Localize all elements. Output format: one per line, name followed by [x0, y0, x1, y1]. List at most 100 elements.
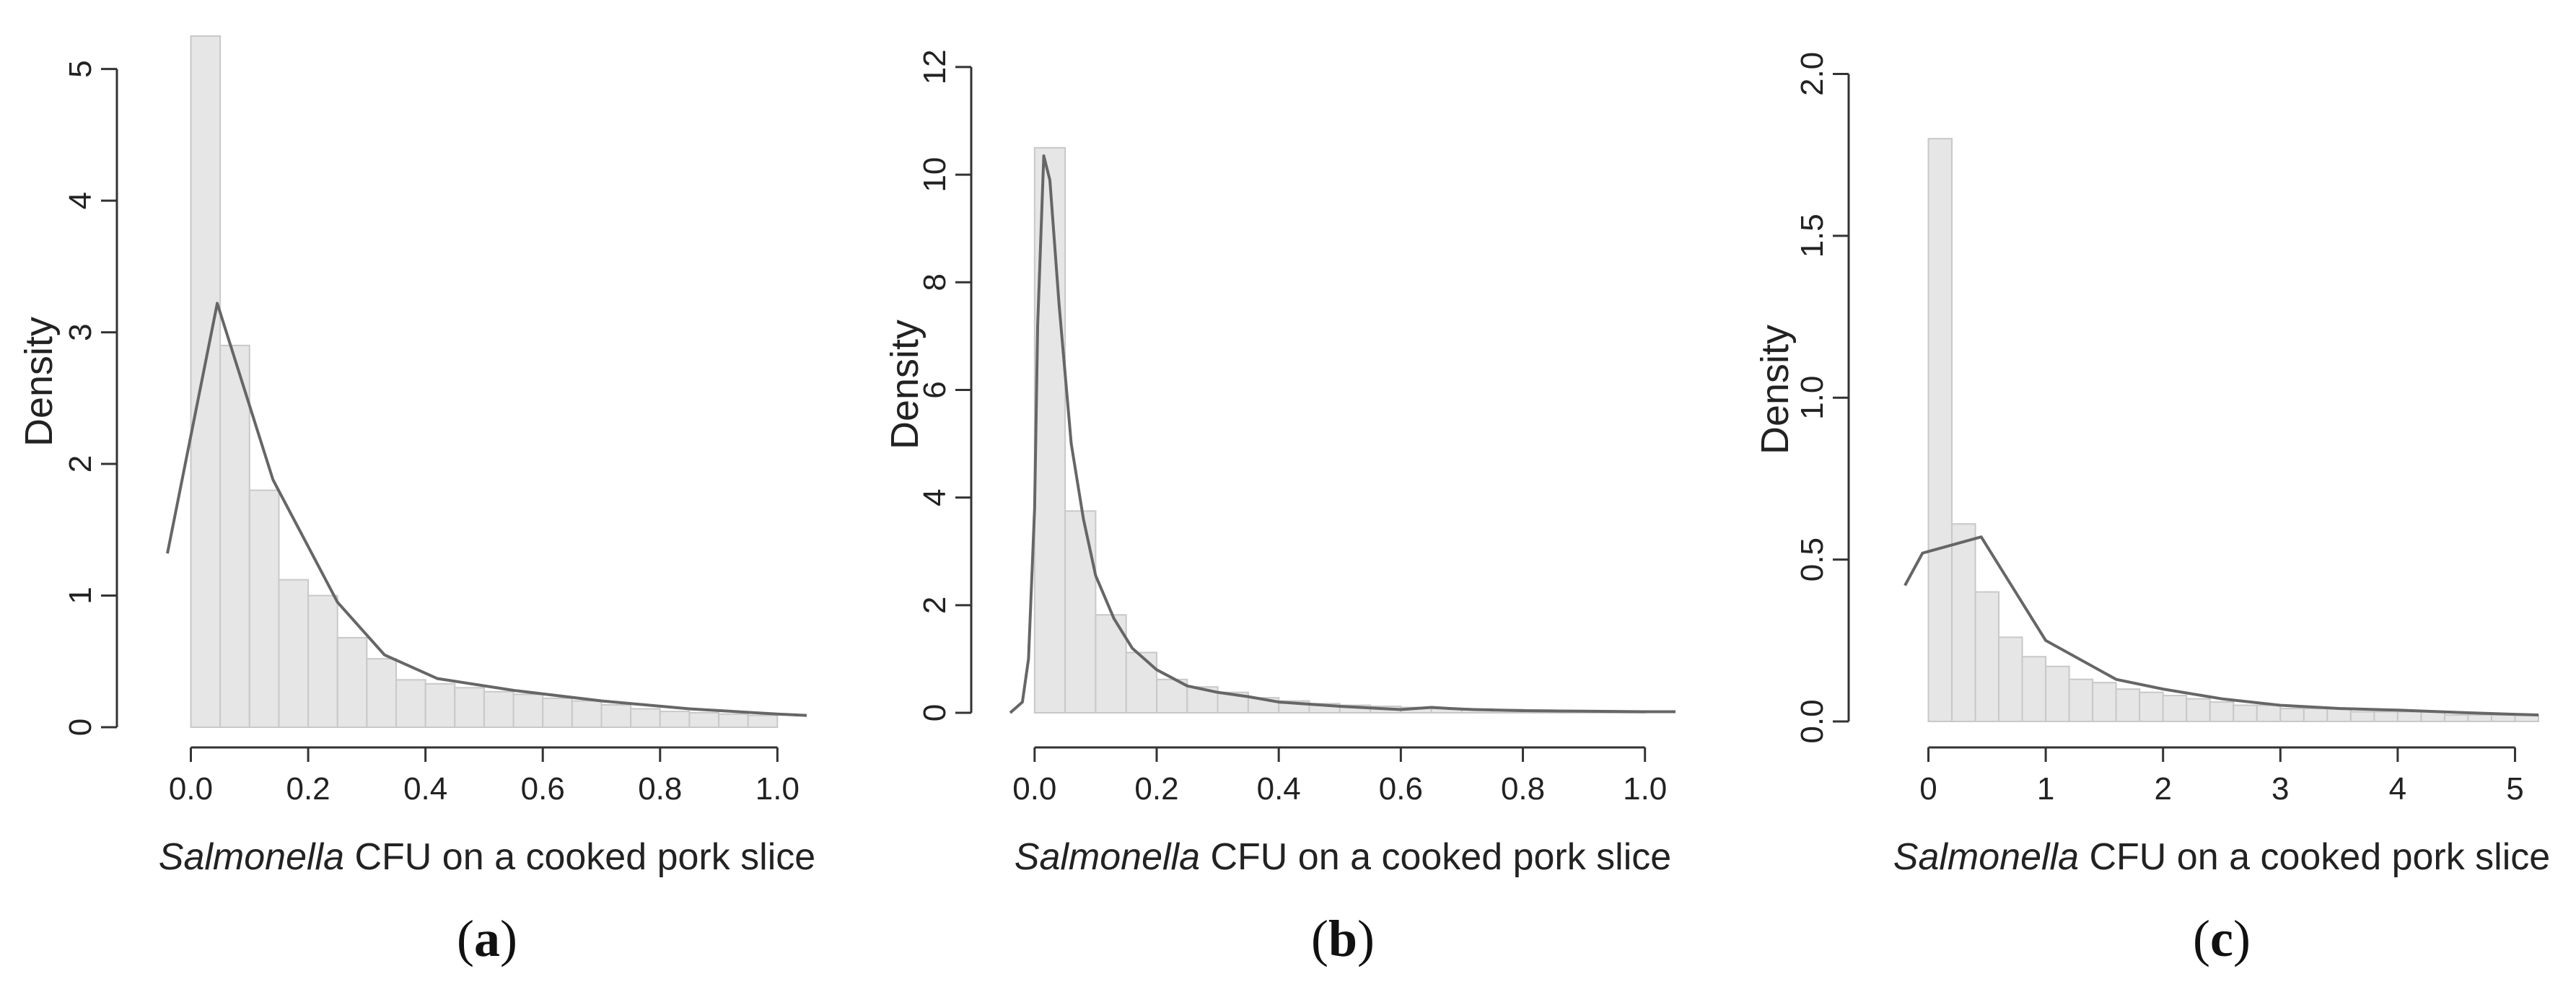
panel-label: (b) — [1311, 910, 1375, 967]
y-tick-label: 12 — [917, 49, 952, 84]
histogram-bar — [571, 700, 603, 728]
panel-label-letter: c — [2210, 910, 2233, 967]
x-tick-label: 4 — [2389, 771, 2406, 807]
y-axis-label: Density — [883, 320, 926, 449]
x-axis-label-genus: Salmonella — [1015, 836, 1200, 878]
y-tick-label: 0.0 — [1795, 699, 1830, 743]
panel-label-close-paren: ) — [1357, 910, 1375, 967]
panel-c: 0.0 0.5 1.0 1.5 2.0 0 1 2 3 4 5 Density Salmonella C… — [1753, 52, 2550, 967]
y-tick-label: 8 — [917, 273, 952, 291]
panel-label-close-paren: ) — [500, 910, 517, 967]
x-axis-label-rest: CFU on a cooked pork slice — [2079, 836, 2550, 878]
x-axis-label: Salmonella CFU on a cooked pork slice — [1893, 836, 2550, 878]
density-curve — [166, 302, 807, 717]
histogram-bar — [1951, 523, 1976, 722]
histogram-bar — [1064, 510, 1097, 714]
histogram-bar — [424, 682, 456, 728]
y-tick-label: 0.5 — [1795, 537, 1830, 581]
histogram-bar — [2256, 704, 2282, 722]
histogram-bar — [2303, 708, 2329, 722]
histogram-bar — [248, 489, 280, 728]
histogram-bar — [2490, 714, 2516, 723]
histogram-bar — [483, 690, 514, 729]
x-tick-label: 0.0 — [1012, 771, 1056, 807]
histogram-bar — [454, 687, 485, 728]
y-tick-label: 2 — [63, 455, 98, 473]
histogram-bar — [1927, 138, 1953, 722]
y-tick-label: 0 — [917, 704, 952, 721]
x-tick-label: 0.6 — [1379, 771, 1423, 807]
histogram-bar — [542, 697, 573, 728]
panel-b: 0 2 4 6 8 10 12 0.0 0.2 0.4 0.6 0.8 1.0 Density Salmon… — [883, 49, 1675, 967]
x-tick-label: 0.2 — [286, 771, 330, 807]
x-tick-label: 0.8 — [638, 771, 682, 807]
histogram-bar — [190, 35, 222, 728]
histogram-bar — [2045, 665, 2070, 723]
panel-a: 0 1 2 3 4 5 0.0 0.2 0.4 0.6 0.8 1.0 Density Salmonell… — [17, 35, 815, 967]
y-axis-label: Density — [1753, 325, 1797, 455]
histogram-bar — [512, 693, 544, 729]
histogram-bar — [2209, 701, 2235, 723]
x-axis-label: Salmonella CFU on a cooked pork slice — [1015, 836, 1671, 878]
histogram-bar — [1974, 591, 2000, 722]
histogram-bar — [2115, 688, 2141, 722]
y-tick-label: 5 — [63, 60, 98, 77]
y-tick-label: 10 — [917, 157, 952, 193]
x-tick-label: 3 — [2271, 771, 2289, 807]
y-tick-label: 1.0 — [1795, 376, 1830, 420]
panel-label: (a) — [457, 910, 517, 967]
x-tick-label: 1.0 — [1623, 771, 1667, 807]
histogram-bar — [278, 579, 310, 728]
panel-label-close-paren: ) — [2233, 910, 2251, 967]
panel-label-open-paren: ( — [457, 910, 474, 967]
y-tick-label: 6 — [917, 381, 952, 398]
x-tick-label: 0.0 — [169, 771, 213, 807]
histogram-bar — [2279, 708, 2305, 722]
histogram-bar — [2233, 704, 2258, 722]
density-curve — [1903, 535, 2539, 717]
y-tick-label: 2 — [917, 597, 952, 614]
histogram-bar — [2162, 695, 2188, 722]
histogram-bar — [1998, 636, 2023, 723]
y-tick-label: 2.0 — [1795, 52, 1830, 96]
x-axis-label-rest: CFU on a cooked pork slice — [1200, 836, 1671, 878]
histogram-bar — [600, 703, 632, 729]
panel-label: (c) — [2193, 910, 2251, 967]
histogram-bar — [1125, 651, 1158, 714]
y-axis-label: Density — [17, 317, 61, 447]
histogram-bar — [2467, 714, 2492, 723]
y-tick-label: 3 — [63, 323, 98, 341]
histogram-bar — [2092, 682, 2117, 723]
x-tick-label: 0.8 — [1501, 771, 1545, 807]
x-tick-label: 0.2 — [1134, 771, 1178, 807]
panel-label-letter: a — [474, 910, 500, 967]
x-axis-label-rest: CFU on a cooked pork slice — [344, 836, 815, 878]
histogram-bar — [2443, 714, 2469, 723]
histogram-bar — [366, 658, 398, 728]
x-tick-label: 1 — [2037, 771, 2054, 807]
x-axis-label-genus: Salmonella — [1893, 836, 2079, 878]
histogram-bar — [2021, 656, 2047, 722]
x-tick-label: 1.0 — [755, 771, 799, 807]
x-axis-label: Salmonella CFU on a cooked pork slice — [159, 836, 815, 878]
histogram-bar — [2326, 708, 2352, 722]
histogram-bar — [336, 636, 368, 729]
histogram-bar — [1095, 614, 1127, 714]
y-tick-label: 0 — [63, 719, 98, 736]
density-curve — [1009, 154, 1675, 714]
panel-label-letter: b — [1328, 910, 1357, 967]
y-tick-label: 4 — [917, 488, 952, 506]
histogram-bar — [307, 594, 338, 728]
histogram-bar — [1186, 686, 1219, 714]
histogram-bar — [2349, 711, 2375, 722]
histogram-bar — [688, 711, 720, 728]
y-tick-label: 1 — [63, 587, 98, 604]
x-tick-label: 5 — [2506, 771, 2523, 807]
x-tick-label: 0.4 — [403, 771, 447, 807]
panel-label-open-paren: ( — [2193, 910, 2210, 967]
histogram-bar — [2373, 711, 2398, 722]
histogram-bar — [1033, 146, 1066, 714]
histogram-bar — [718, 713, 749, 728]
panel-label-open-paren: ( — [1311, 910, 1328, 967]
